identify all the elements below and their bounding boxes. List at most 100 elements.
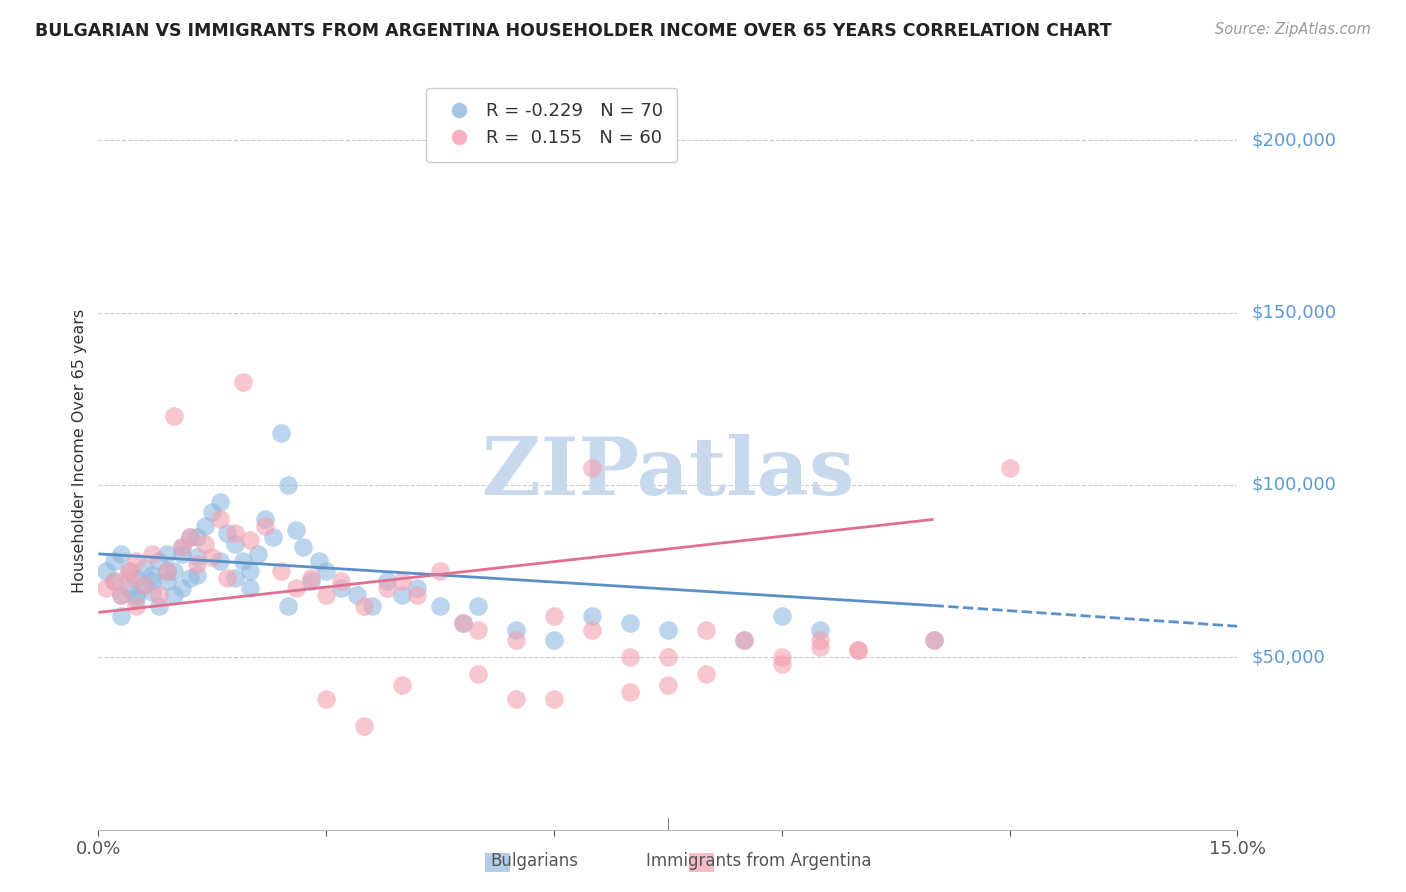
- Point: [619, 650, 641, 665]
- Point: [201, 550, 224, 565]
- Point: [733, 633, 755, 648]
- Point: [208, 554, 231, 568]
- Point: [170, 540, 193, 554]
- Point: [239, 564, 262, 578]
- Point: [284, 582, 307, 596]
- Point: [695, 623, 717, 637]
- Point: [246, 547, 269, 561]
- Point: [770, 657, 793, 672]
- Point: [118, 564, 141, 578]
- Point: [391, 588, 413, 602]
- Point: [581, 623, 603, 637]
- Text: $50,000: $50,000: [1251, 648, 1324, 666]
- Point: [163, 409, 186, 423]
- Point: [505, 691, 527, 706]
- Point: [118, 564, 141, 578]
- Point: [186, 567, 208, 582]
- Point: [186, 557, 208, 572]
- Point: [695, 667, 717, 681]
- Point: [179, 530, 201, 544]
- Point: [315, 691, 337, 706]
- Point: [239, 533, 262, 547]
- Point: [543, 633, 565, 648]
- Point: [141, 547, 163, 561]
- Point: [141, 574, 163, 589]
- Point: [156, 574, 179, 589]
- Point: [270, 426, 292, 441]
- Point: [922, 633, 945, 648]
- Point: [299, 574, 322, 589]
- Point: [375, 574, 398, 589]
- Point: [429, 599, 451, 613]
- Point: [94, 582, 117, 596]
- Text: BULGARIAN VS IMMIGRANTS FROM ARGENTINA HOUSEHOLDER INCOME OVER 65 YEARS CORRELAT: BULGARIAN VS IMMIGRANTS FROM ARGENTINA H…: [35, 22, 1112, 40]
- Point: [451, 615, 474, 630]
- Legend: R = -0.229   N = 70, R =  0.155   N = 60: R = -0.229 N = 70, R = 0.155 N = 60: [426, 88, 678, 161]
- Point: [103, 574, 125, 589]
- Point: [201, 506, 224, 520]
- Point: [406, 582, 429, 596]
- Point: [224, 526, 246, 541]
- Point: [657, 623, 679, 637]
- Point: [315, 588, 337, 602]
- Point: [194, 536, 217, 550]
- Point: [141, 567, 163, 582]
- Point: [125, 588, 148, 602]
- Point: [163, 564, 186, 578]
- Point: [277, 478, 299, 492]
- Point: [467, 667, 489, 681]
- Point: [353, 719, 375, 733]
- Text: Immigrants from Argentina: Immigrants from Argentina: [647, 852, 872, 870]
- Point: [163, 588, 186, 602]
- Point: [391, 678, 413, 692]
- Point: [224, 571, 246, 585]
- Point: [103, 574, 125, 589]
- Point: [179, 571, 201, 585]
- Point: [922, 633, 945, 648]
- Point: [808, 633, 831, 648]
- Point: [239, 582, 262, 596]
- Point: [208, 512, 231, 526]
- Point: [217, 571, 239, 585]
- Point: [254, 519, 277, 533]
- Point: [232, 375, 254, 389]
- Text: Source: ZipAtlas.com: Source: ZipAtlas.com: [1215, 22, 1371, 37]
- Point: [808, 640, 831, 654]
- Point: [170, 547, 193, 561]
- Point: [262, 530, 284, 544]
- Point: [170, 582, 193, 596]
- Point: [270, 564, 292, 578]
- Text: ZIPatlas: ZIPatlas: [482, 434, 853, 512]
- Point: [733, 633, 755, 648]
- Y-axis label: Householder Income Over 65 years: Householder Income Over 65 years: [72, 309, 87, 592]
- Point: [132, 560, 155, 574]
- Point: [330, 582, 353, 596]
- Point: [208, 495, 231, 509]
- Point: [451, 615, 474, 630]
- Point: [217, 526, 239, 541]
- Point: [156, 564, 179, 578]
- Point: [103, 554, 125, 568]
- Point: [110, 608, 132, 623]
- Point: [156, 564, 179, 578]
- Point: [110, 547, 132, 561]
- Text: $100,000: $100,000: [1251, 476, 1336, 494]
- Point: [292, 540, 315, 554]
- Point: [132, 578, 155, 592]
- Point: [156, 547, 179, 561]
- Point: [277, 599, 299, 613]
- Point: [118, 582, 141, 596]
- Point: [148, 599, 170, 613]
- Point: [505, 633, 527, 648]
- Point: [299, 571, 322, 585]
- Point: [330, 574, 353, 589]
- Point: [808, 623, 831, 637]
- Point: [391, 574, 413, 589]
- Point: [125, 591, 148, 606]
- Point: [186, 550, 208, 565]
- Point: [581, 608, 603, 623]
- Point: [224, 536, 246, 550]
- Point: [125, 571, 148, 585]
- Point: [308, 554, 330, 568]
- Text: Bulgarians: Bulgarians: [491, 852, 578, 870]
